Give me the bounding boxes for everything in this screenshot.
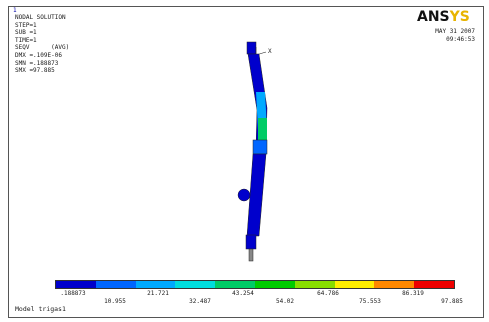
legend-label-top: 43.254 xyxy=(232,290,254,297)
axis-label: X xyxy=(268,48,272,55)
date-line: MAY 31 2007 xyxy=(435,28,475,35)
bottom-pin xyxy=(248,248,254,262)
joint xyxy=(252,139,268,155)
time-line: 09:46:53 xyxy=(446,35,475,43)
legend-label-bottom: 54.02 xyxy=(275,298,295,305)
info-line-step: STEP=1 xyxy=(15,21,37,29)
lower-member xyxy=(246,153,267,237)
info-line-title: NODAL SOLUTION xyxy=(15,14,66,21)
legend-label-top: 21.721 xyxy=(147,290,169,297)
legend-swatch xyxy=(414,281,454,288)
legend-label-top: 64.786 xyxy=(317,290,339,297)
info-line-sub: SUB =1 xyxy=(15,29,37,37)
legend-label-top: 86.319 xyxy=(402,290,424,297)
legend-swatch xyxy=(215,281,255,288)
legend-swatch xyxy=(294,281,335,288)
logo-main-text: ANS xyxy=(417,9,450,25)
date-stamp: MAY 31 2007 09:46:53 xyxy=(415,28,475,43)
legend-swatch xyxy=(334,281,375,288)
legend-label-top: .188873 xyxy=(60,290,86,297)
bottom-attachment xyxy=(245,234,257,250)
model-caption: Model trigas1 xyxy=(15,305,66,313)
logo-accent-text: YS xyxy=(449,9,470,25)
side-bracket xyxy=(237,188,251,202)
ansys-logo: ANSYS xyxy=(417,9,470,25)
legend-label-bottom: 32.487 xyxy=(189,298,211,305)
stress-zone-mid xyxy=(258,118,267,140)
graphics-window[interactable] xyxy=(8,6,484,318)
legend-label-bottom: 10.955 xyxy=(104,298,126,305)
legend-swatch xyxy=(374,281,415,288)
legend-swatch xyxy=(175,281,216,288)
top-attachment xyxy=(246,41,257,55)
window-number: 1 xyxy=(13,7,17,14)
info-line-dmx: DMX =.109E-06 xyxy=(15,51,62,59)
legend-swatch xyxy=(254,281,295,288)
info-line-time: TIME=1 xyxy=(15,36,37,44)
legend-swatch xyxy=(95,281,136,288)
legend-swatch xyxy=(56,281,96,288)
info-line-smn: SMN =.188873 xyxy=(15,59,59,67)
info-line-smx: SMX =97.885 xyxy=(15,67,55,75)
legend-label-bottom: 97.885 xyxy=(441,298,463,305)
info-line-seqv: SEQV (AVG) xyxy=(15,44,70,52)
contour-legend xyxy=(55,280,455,289)
legend-swatch xyxy=(135,281,176,288)
legend-label-bottom: 75.553 xyxy=(359,298,381,305)
solution-info: NODAL SOLUTION STEP=1 SUB =1 TIME=1 SEQV… xyxy=(15,14,69,75)
